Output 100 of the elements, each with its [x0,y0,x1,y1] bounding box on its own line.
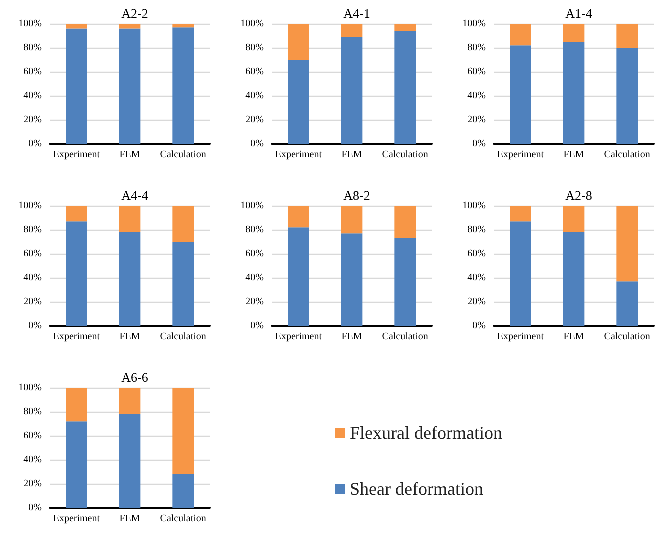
x-tick-label: Experiment [53,332,100,342]
y-tick-label: 60% [468,66,486,78]
bar [394,238,416,326]
y-tick-label: 40% [468,90,486,102]
x-tick-label: Calculation [160,150,206,160]
chart-title: A4-4 [122,188,149,203]
legend-label: Flexural deformation [350,423,502,443]
chart-title: A4-1 [344,6,370,21]
x-tick-label: FEM [564,332,584,342]
bar [288,228,310,326]
x-tick-label: Experiment [275,150,322,160]
y-tick-label: 0% [250,138,264,150]
bar [394,206,416,238]
bar [510,222,532,326]
y-tick-label: 80% [468,224,486,236]
x-tick-label: Calculation [160,332,206,342]
y-tick-label: 80% [468,42,486,54]
bar [510,24,532,46]
y-tick-label: 80% [246,42,264,54]
bar [563,24,585,42]
y-tick-label: 100% [18,382,42,394]
x-tick-label: Experiment [497,332,544,342]
bar [66,422,88,508]
x-tick-label: Experiment [53,150,100,160]
bar [288,24,310,60]
y-tick-label: 20% [246,114,264,126]
bar [119,206,141,232]
x-tick-label: FEM [120,514,140,524]
y-tick-label: 0% [28,502,42,514]
y-tick-label: 60% [24,248,42,260]
y-tick-label: 80% [24,406,42,418]
x-tick-label: Calculation [604,150,650,160]
y-tick-label: 60% [246,248,264,260]
y-tick-label: 20% [24,296,42,308]
x-tick-label: Experiment [497,150,544,160]
y-tick-label: 100% [18,18,42,30]
bar [510,206,532,222]
y-tick-label: 40% [24,454,42,466]
y-tick-label: 100% [462,18,486,30]
y-tick-label: 60% [24,430,42,442]
chart-title: A2-2 [122,6,148,21]
bar [66,206,88,222]
y-tick-label: 40% [246,272,264,284]
bar [616,282,638,326]
bar [288,60,310,144]
bar [616,24,638,48]
y-tick-label: 40% [468,272,486,284]
y-tick-label: 80% [24,224,42,236]
x-tick-label: Calculation [382,332,428,342]
y-tick-label: 0% [472,138,486,150]
x-tick-label: FEM [120,332,140,342]
y-tick-label: 20% [24,478,42,490]
y-tick-label: 0% [472,320,486,332]
x-tick-label: Calculation [160,514,206,524]
y-tick-label: 100% [462,200,486,212]
bar [66,388,88,422]
legend-label: Shear deformation [350,479,484,499]
y-tick-label: 60% [24,66,42,78]
bar [172,474,194,508]
chart-title: A8-2 [344,188,370,203]
bar [172,242,194,326]
bar [616,206,638,282]
bar [119,414,141,508]
x-tick-label: FEM [564,150,584,160]
y-tick-label: 80% [24,42,42,54]
y-tick-label: 20% [246,296,264,308]
bar [394,31,416,144]
bar [510,46,532,144]
bar [341,234,363,326]
y-tick-label: 80% [246,224,264,236]
x-tick-label: Calculation [604,332,650,342]
bar [341,37,363,144]
bar [563,42,585,144]
x-tick-label: Experiment [53,514,100,524]
x-tick-label: Calculation [382,150,428,160]
bar [563,232,585,326]
bar [563,206,585,232]
bar [66,222,88,326]
x-tick-label: FEM [120,150,140,160]
x-tick-label: FEM [342,150,362,160]
bar [119,388,141,414]
chart-title: A1-4 [566,6,593,21]
chart-title: A2-8 [566,188,592,203]
y-tick-label: 20% [24,114,42,126]
x-tick-label: Experiment [275,332,322,342]
y-tick-label: 0% [250,320,264,332]
x-tick-label: FEM [342,332,362,342]
bar [119,232,141,326]
y-tick-label: 60% [246,66,264,78]
y-tick-label: 100% [240,200,264,212]
bar [172,206,194,242]
y-tick-label: 60% [468,248,486,260]
y-tick-label: 100% [18,200,42,212]
y-tick-label: 0% [28,320,42,332]
bar [394,24,416,32]
y-tick-label: 20% [468,114,486,126]
y-tick-label: 0% [28,138,42,150]
bar [172,388,194,474]
y-tick-label: 20% [468,296,486,308]
y-tick-label: 40% [24,90,42,102]
